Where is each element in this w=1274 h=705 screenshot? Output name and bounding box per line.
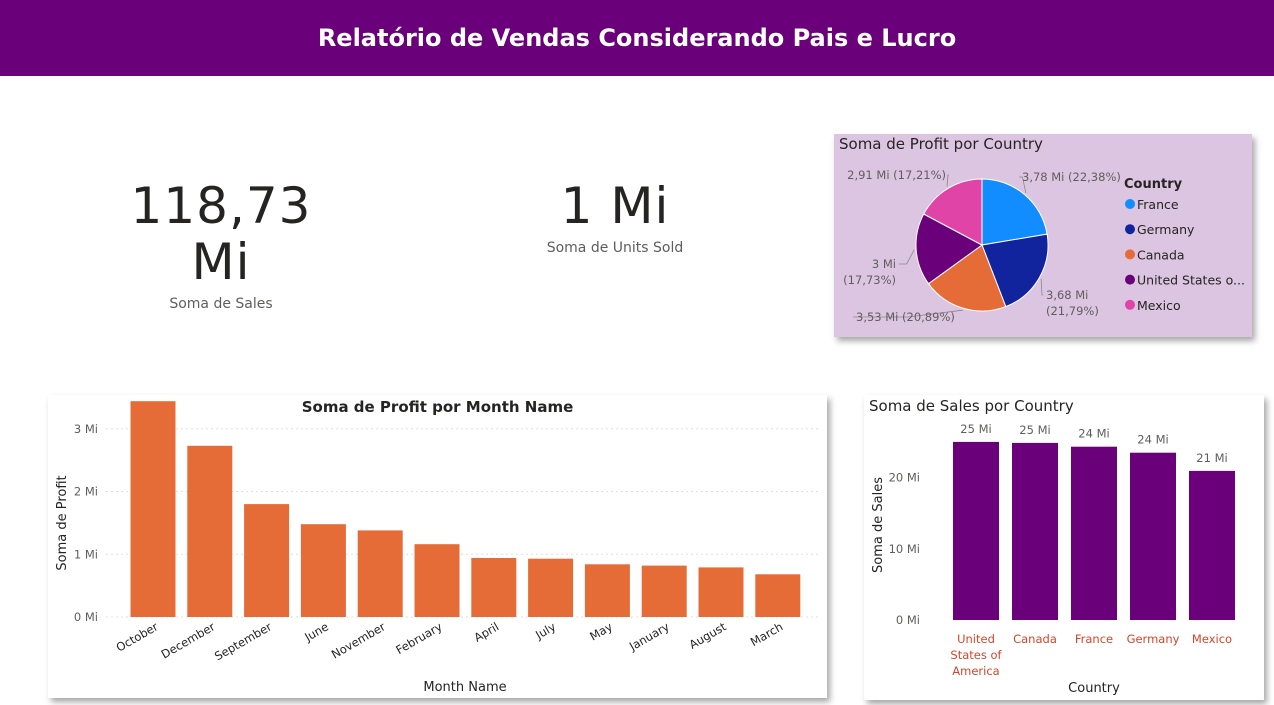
month-x-tick-label: May [587, 619, 615, 643]
pie-data-label: 2,91 Mi (17,21%) [847, 168, 946, 182]
pie-chart-card[interactable]: Soma de Profit por Country 3,78 Mi (22,3… [834, 134, 1252, 337]
kpi-sales-value: 118,73 Mi [130, 177, 312, 291]
month-y-tick-label: 0 Mi [74, 610, 98, 624]
country-chart-title: Soma de Sales por Country [869, 397, 1074, 415]
country-data-label: 24 Mi [1078, 427, 1109, 441]
pie-leader-line [853, 309, 963, 318]
month-bar-june[interactable] [300, 524, 346, 617]
country-bar-canada[interactable] [1012, 442, 1058, 620]
month-x-tick-label: December [159, 619, 218, 661]
country-x-tick-label: Germany [1127, 632, 1180, 646]
month-y-axis-title: Soma de Profit [55, 475, 70, 570]
country-data-label: 25 Mi [1019, 423, 1050, 437]
country-y-tick-label: 0 Mi [896, 613, 920, 627]
pie-leader-line [1019, 176, 1027, 194]
month-x-tick-label: January [626, 619, 672, 654]
pie-slice-united-states-of-america[interactable] [915, 213, 983, 285]
country-y-tick-label: 10 Mi [889, 542, 920, 556]
pie-legend-item: Germany [1137, 222, 1195, 237]
report-header: Relatório de Vendas Considerando Pais e … [0, 0, 1274, 76]
month-x-tick-label: March [748, 619, 785, 649]
kpi-sales-label: Soma de Sales [169, 296, 273, 312]
kpi-card-units[interactable]: 1 Mi Soma de Units Sold [510, 178, 720, 256]
country-data-label: 24 Mi [1137, 433, 1168, 447]
month-x-tick-label: August [687, 619, 729, 651]
month-y-tick-label: 2 Mi [74, 485, 98, 499]
pie-slice-germany[interactable] [981, 233, 1049, 308]
pie-legend-item: United States o... [1137, 273, 1245, 288]
country-bar-france[interactable] [1071, 446, 1117, 620]
month-x-tick-label: February [393, 619, 444, 657]
country-x-tick-label: France [1075, 632, 1113, 646]
country-bar-united-states-of-america[interactable] [953, 441, 999, 620]
month-bar-march[interactable] [755, 574, 801, 617]
month-bar-april[interactable] [471, 558, 517, 617]
pie-legend-item: Mexico [1137, 298, 1181, 313]
pie-leader-line [946, 174, 949, 187]
kpi-card-sales[interactable]: 118,73 Mi Soma de Sales [95, 178, 347, 312]
pie-legend-item: France [1137, 197, 1179, 212]
pie-leader-line [899, 249, 915, 265]
pie-data-label: 3,53 Mi (20,89%) [856, 310, 955, 324]
pie-legend-title: Country [1124, 177, 1183, 192]
pie-legend-marker [1125, 224, 1135, 235]
report-title: Relatório de Vendas Considerando Pais e … [317, 24, 957, 52]
month-x-tick-label: November [329, 619, 388, 661]
pie-data-label: 3,78 Mi (22,38%) [1022, 170, 1121, 184]
pie-legend-item: Canada [1137, 247, 1185, 262]
month-bar-chart: Soma de Profit por Month Name 0 Mi 1 Mi 2 M… [55, 398, 820, 695]
month-x-tick-label: April [472, 619, 502, 644]
kpi-units-label: Soma de Units Sold [546, 240, 684, 256]
month-bar-may[interactable] [584, 564, 630, 617]
pie-legend-marker [1125, 299, 1135, 310]
pie-slice-france[interactable] [981, 178, 1048, 246]
country-bar-mexico[interactable] [1189, 470, 1235, 620]
month-chart-title: Soma de Profit por Month Name [302, 398, 574, 416]
month-chart-card[interactable]: Soma de Profit por Month Name 0 Mi 1 Mi 2 M… [48, 395, 827, 698]
month-x-tick-label: October [114, 619, 161, 654]
month-bar-january[interactable] [641, 565, 687, 617]
month-bar-august[interactable] [698, 567, 744, 617]
country-bar-chart: Soma de Sales por Country 0 Mi 10 Mi 20 Mi 2… [869, 397, 1235, 696]
month-bar-november[interactable] [357, 530, 403, 617]
pie-slice-canada[interactable] [927, 244, 1007, 312]
month-bar-july[interactable] [528, 558, 574, 617]
country-data-label: 25 Mi [960, 422, 991, 436]
pie-leader-line [1040, 278, 1043, 296]
country-x-axis-title: Country [1068, 681, 1120, 696]
pie-legend-marker [1125, 249, 1135, 260]
country-x-tick-label: United States of America [950, 632, 1002, 678]
country-chart-card[interactable]: Soma de Sales por Country 0 Mi 10 Mi 20 Mi 2… [864, 395, 1264, 700]
month-y-tick-label: 1 Mi [74, 547, 98, 561]
pie-chart: 3,78 Mi (22,38%) 3,68 Mi (21,79%) 3,53 Mi (… [843, 168, 1245, 324]
month-x-tick-label: September [212, 619, 274, 663]
month-x-axis-title: Month Name [423, 680, 506, 695]
month-y-tick-label: 3 Mi [74, 422, 98, 436]
kpi-units-value: 1 Mi [560, 177, 670, 235]
country-x-tick-label: Mexico [1192, 632, 1232, 646]
country-bar-germany[interactable] [1130, 452, 1176, 620]
month-bar-december[interactable] [187, 445, 233, 617]
pie-chart-title: Soma de Profit por Country [839, 135, 1043, 153]
country-x-tick-label: Canada [1013, 632, 1057, 646]
month-bar-october[interactable] [130, 401, 176, 617]
country-y-axis-title: Soma de Sales [871, 477, 886, 573]
country-data-label: 21 Mi [1196, 451, 1227, 465]
pie-data-label: 3,68 Mi (21,79%) [1046, 288, 1099, 318]
pie-legend-marker [1125, 199, 1135, 209]
month-bar-february[interactable] [414, 544, 460, 617]
month-bar-september[interactable] [244, 504, 290, 617]
month-x-tick-label: July [532, 619, 558, 642]
pie-data-label: 3 Mi (17,73%) [843, 257, 896, 287]
pie-legend-marker [1125, 274, 1135, 285]
country-y-tick-label: 20 Mi [889, 471, 920, 485]
pie-slice-mexico[interactable] [923, 178, 983, 246]
month-x-tick-label: June [301, 619, 331, 644]
